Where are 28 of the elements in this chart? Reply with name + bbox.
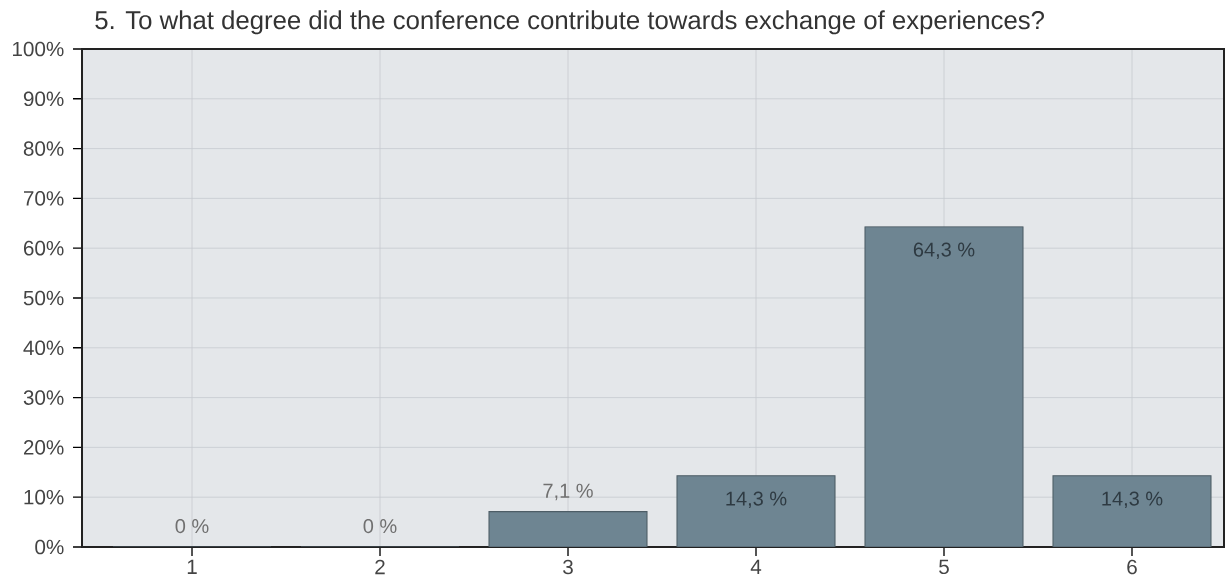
y-tick-label: 50%: [23, 290, 64, 306]
x-tick-label: 1: [187, 559, 197, 574]
x-tick-label: 5: [939, 559, 949, 575]
data-label: 7,1 %: [543, 483, 593, 501]
y-tick-label: 90%: [23, 91, 64, 107]
data-label: 14,3 %: [726, 491, 787, 509]
x-tick-label: 4: [750, 559, 762, 574]
x-tick-label: 2: [375, 559, 385, 575]
data-label: 0 %: [175, 519, 209, 534]
y-tick-label: 100%: [13, 41, 64, 57]
bar: [865, 226, 1023, 547]
y-tick-label: 30%: [23, 390, 64, 405]
data-label: 14,3 %: [1102, 491, 1163, 509]
bar: [1052, 475, 1212, 547]
chart-title: 5. To what degree did the conference contribute towards exchange of experiences?: [95, 10, 1044, 35]
y-tick-label: 80%: [23, 141, 64, 156]
x-tick-label: 3: [563, 559, 573, 575]
y-tick-label: 20%: [23, 440, 64, 455]
y-tick-label: 60%: [23, 240, 64, 256]
y-tick-label: 70%: [24, 191, 64, 206]
bar: [677, 475, 835, 547]
data-label: 64,3 %: [913, 242, 975, 260]
bar: [489, 511, 647, 547]
data-label: 0 %: [363, 519, 397, 534]
y-tick-label: 0%: [35, 539, 64, 555]
y-tick-label: 10%: [24, 489, 64, 505]
y-tick-label: 40%: [23, 340, 64, 356]
x-tick-label: 6: [1127, 559, 1137, 575]
